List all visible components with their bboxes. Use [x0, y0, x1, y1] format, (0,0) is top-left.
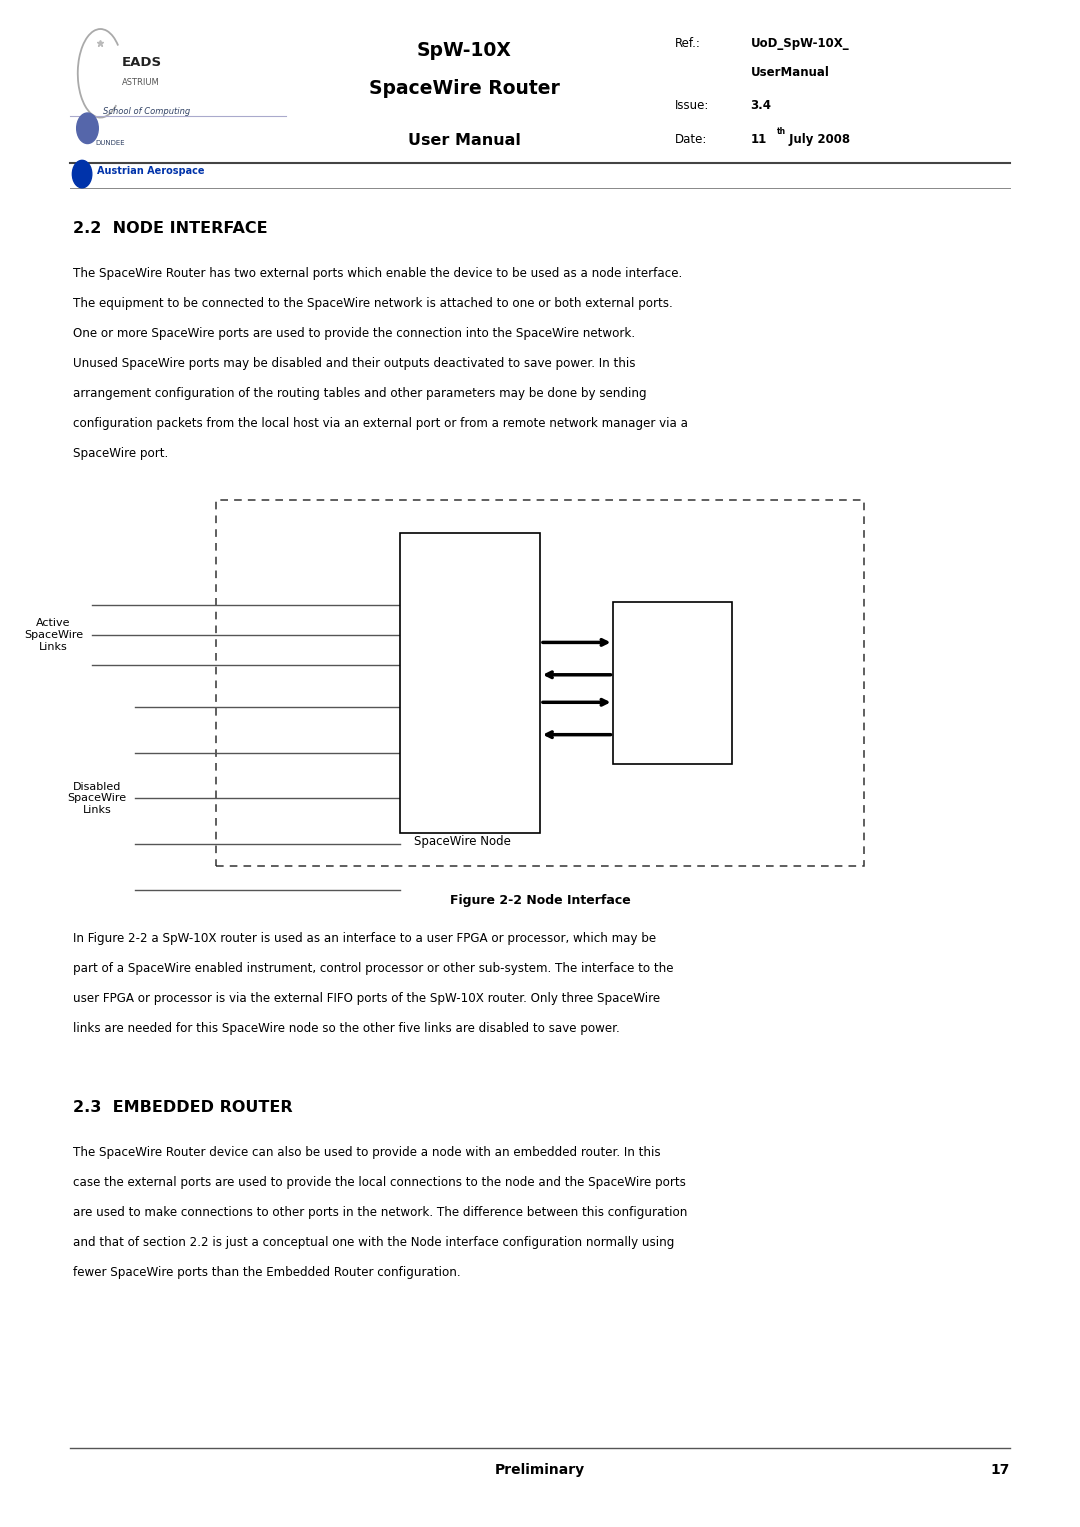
Text: UserManual: UserManual [751, 66, 829, 79]
Text: 3.4: 3.4 [751, 99, 771, 113]
Text: One or more SpaceWire ports are used to provide the connection into the SpaceWir: One or more SpaceWire ports are used to … [73, 327, 635, 341]
Text: SpW-10X
Router: SpW-10X Router [444, 672, 496, 693]
Text: and that of section 2.2 is just a conceptual one with the Node interface configu: and that of section 2.2 is just a concep… [73, 1235, 675, 1249]
Text: 17: 17 [990, 1463, 1010, 1477]
Text: th: th [777, 127, 785, 136]
Circle shape [72, 160, 92, 188]
Text: SpaceWire Node: SpaceWire Node [414, 835, 511, 847]
Text: Unused SpaceWire ports may be disabled and their outputs deactivated to save pow: Unused SpaceWire ports may be disabled a… [73, 357, 636, 370]
Text: School of Computing: School of Computing [103, 107, 190, 116]
Text: User FPGA
or
Processor: User FPGA or Processor [643, 666, 703, 699]
Text: The equipment to be connected to the SpaceWire network is attached to one or bot: The equipment to be connected to the Spa… [73, 298, 673, 310]
Text: 2.3  EMBEDDED ROUTER: 2.3 EMBEDDED ROUTER [73, 1101, 293, 1115]
Text: EADS: EADS [122, 56, 162, 70]
Text: Ref.:: Ref.: [675, 37, 701, 50]
FancyBboxPatch shape [613, 602, 732, 764]
Text: part of a SpaceWire enabled instrument, control processor or other sub-system. T: part of a SpaceWire enabled instrument, … [73, 962, 674, 974]
Text: User Manual: User Manual [408, 133, 521, 148]
Text: are used to make connections to other ports in the network. The difference betwe: are used to make connections to other po… [73, 1206, 688, 1219]
Circle shape [77, 113, 98, 144]
Text: Austrian Aerospace: Austrian Aerospace [97, 166, 205, 177]
Text: SpaceWire Router: SpaceWire Router [369, 79, 559, 98]
Text: DUNDEE: DUNDEE [95, 140, 124, 147]
Text: arrangement configuration of the routing tables and other parameters may be done: arrangement configuration of the routing… [73, 386, 647, 400]
Text: July 2008: July 2008 [785, 133, 850, 147]
Text: The SpaceWire Router has two external ports which enable the device to be used a: The SpaceWire Router has two external po… [73, 267, 683, 281]
Text: Issue:: Issue: [675, 99, 710, 113]
Text: links are needed for this SpaceWire node so the other five links are disabled to: links are needed for this SpaceWire node… [73, 1022, 620, 1035]
Text: fewer SpaceWire ports than the Embedded Router configuration.: fewer SpaceWire ports than the Embedded … [73, 1266, 461, 1280]
Text: Disabled
SpaceWire
Links: Disabled SpaceWire Links [67, 782, 126, 815]
Text: 11: 11 [751, 133, 767, 147]
Text: SpaceWire port.: SpaceWire port. [73, 447, 168, 460]
Text: The SpaceWire Router device can also be used to provide a node with an embedded : The SpaceWire Router device can also be … [73, 1147, 661, 1159]
Text: case the external ports are used to provide the local connections to the node an: case the external ports are used to prov… [73, 1176, 686, 1190]
FancyBboxPatch shape [400, 533, 540, 832]
Text: user FPGA or processor is via the external FIFO ports of the SpW-10X router. Onl: user FPGA or processor is via the extern… [73, 991, 661, 1005]
Text: configuration packets from the local host via an external port or from a remote : configuration packets from the local hos… [73, 417, 688, 431]
Text: Figure 2-2 Node Interface: Figure 2-2 Node Interface [449, 893, 631, 907]
Text: ASTRIUM: ASTRIUM [122, 78, 160, 87]
Text: Date:: Date: [675, 133, 707, 147]
Text: Active
SpaceWire
Links: Active SpaceWire Links [24, 618, 83, 652]
Text: In Figure 2-2 a SpW-10X router is used as an interface to a user FPGA or process: In Figure 2-2 a SpW-10X router is used a… [73, 931, 657, 945]
Text: SpW-10X: SpW-10X [417, 41, 512, 60]
Text: 2.2  NODE INTERFACE: 2.2 NODE INTERFACE [73, 221, 268, 237]
Text: Preliminary: Preliminary [495, 1463, 585, 1477]
Text: UoD_SpW-10X_: UoD_SpW-10X_ [751, 37, 849, 50]
